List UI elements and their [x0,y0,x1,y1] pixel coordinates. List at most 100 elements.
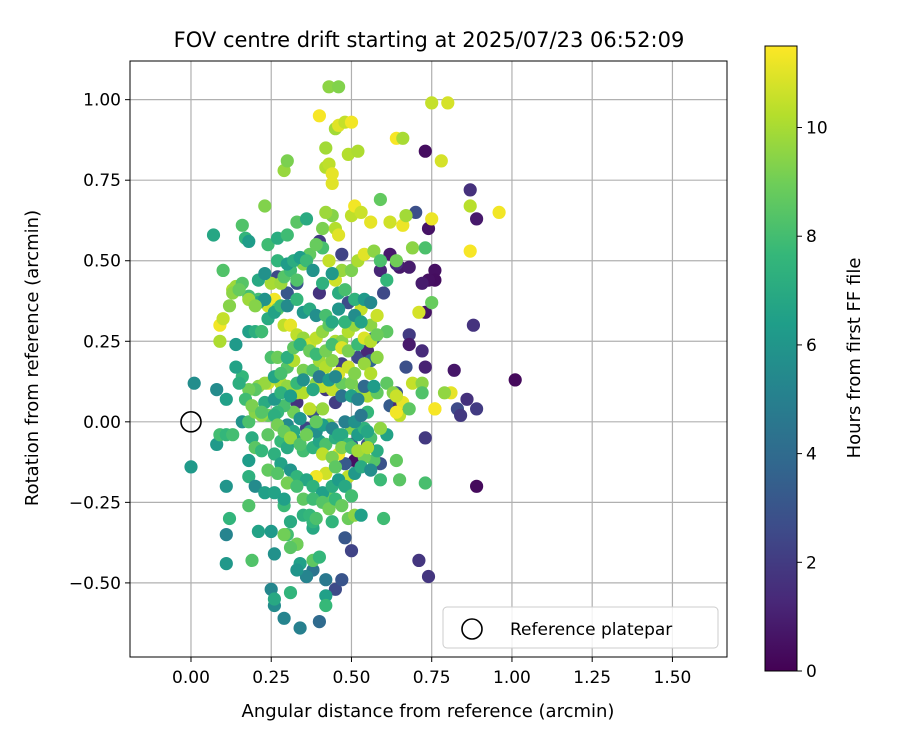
data-point [312,615,326,629]
data-point [367,379,381,393]
data-point [251,524,265,539]
data-point [213,334,227,348]
data-point [332,428,346,442]
data-point [293,621,307,635]
data-point [258,486,272,500]
data-point [389,453,403,468]
data-point [463,199,477,213]
data-point [290,292,304,306]
data-point [364,463,378,477]
data-point [309,238,323,252]
data-point [290,479,304,493]
data-point [306,263,320,277]
data-point [325,315,339,329]
data-point [325,515,339,529]
data-point [351,392,365,406]
data-point [258,292,272,306]
data-point [421,569,436,584]
plot-area: 0.00 0.25 0.50 0.75 1.00 1.25 1.50 −0.50 −0.25 0… [69,60,728,688]
colorbar-tick-label: 0 [806,662,817,682]
data-point [316,402,330,416]
data-point [338,283,352,297]
data-point [425,296,439,310]
data-point [325,176,339,190]
colorbar-gradient [764,45,798,672]
data-point [290,273,304,287]
x-tick-label: 0.00 [172,668,210,688]
data-point [242,415,256,429]
data-point [434,154,448,168]
data-point [402,328,416,342]
data-point [447,363,461,377]
data-point [437,386,452,400]
data-point [389,405,403,419]
data-point [357,357,371,371]
data-point [454,408,468,422]
legend-box [442,606,719,649]
data-point [319,205,333,219]
data-point [466,318,480,332]
data-point [338,531,352,545]
data-point [348,366,362,381]
data-point [267,547,281,561]
data-point [277,528,291,542]
data-point [370,328,384,342]
data-point [402,260,416,274]
data-point [316,276,330,290]
data-point [306,383,320,397]
data-point [267,447,281,461]
data-point [322,254,336,268]
data-point [341,344,355,358]
data-point [319,141,333,155]
data-point [226,428,240,442]
colorbar-tick-label: 2 [806,553,817,573]
data-point [316,221,330,236]
data-point [402,337,416,352]
y-tick-label: 0.75 [83,171,121,191]
data-point [312,550,326,564]
data-point [280,286,294,300]
data-point [283,431,298,445]
colorbar-label: Hours from first FF file [844,258,865,459]
data-point [216,263,230,277]
legend: Reference platepar [442,606,719,649]
y-tick-label: −0.50 [69,574,121,594]
data-point [216,312,230,326]
data-point [344,115,359,129]
data-point [229,360,243,374]
data-point [283,318,298,332]
data-point [290,563,304,577]
data-point [470,402,484,416]
data-point [219,557,233,571]
data-point [370,308,384,323]
data-point [293,437,307,451]
data-point [351,144,365,158]
data-point [267,592,281,606]
x-tick-label: 1.50 [654,668,692,688]
colorbar-tick-label: 6 [806,336,817,356]
data-point [325,267,339,281]
reference-marker [180,411,202,433]
data-point [396,131,410,145]
data-point [418,241,432,255]
data-point [441,96,455,110]
data-point [219,479,233,493]
data-point [309,308,323,323]
data-point [222,299,237,313]
data-point [296,373,310,387]
plot-background [130,61,727,657]
data-point [418,476,432,490]
data-point [306,479,320,493]
data-point [210,383,224,397]
data-point [232,376,246,390]
data-point [332,80,346,94]
data-point [364,296,378,310]
data-point [255,405,269,419]
x-tick-label: 1.25 [573,668,611,688]
data-point [335,247,349,261]
data-point [335,573,349,587]
data-point [415,376,429,390]
data-point [293,337,307,352]
data-point [405,241,420,255]
data-point [357,379,371,393]
